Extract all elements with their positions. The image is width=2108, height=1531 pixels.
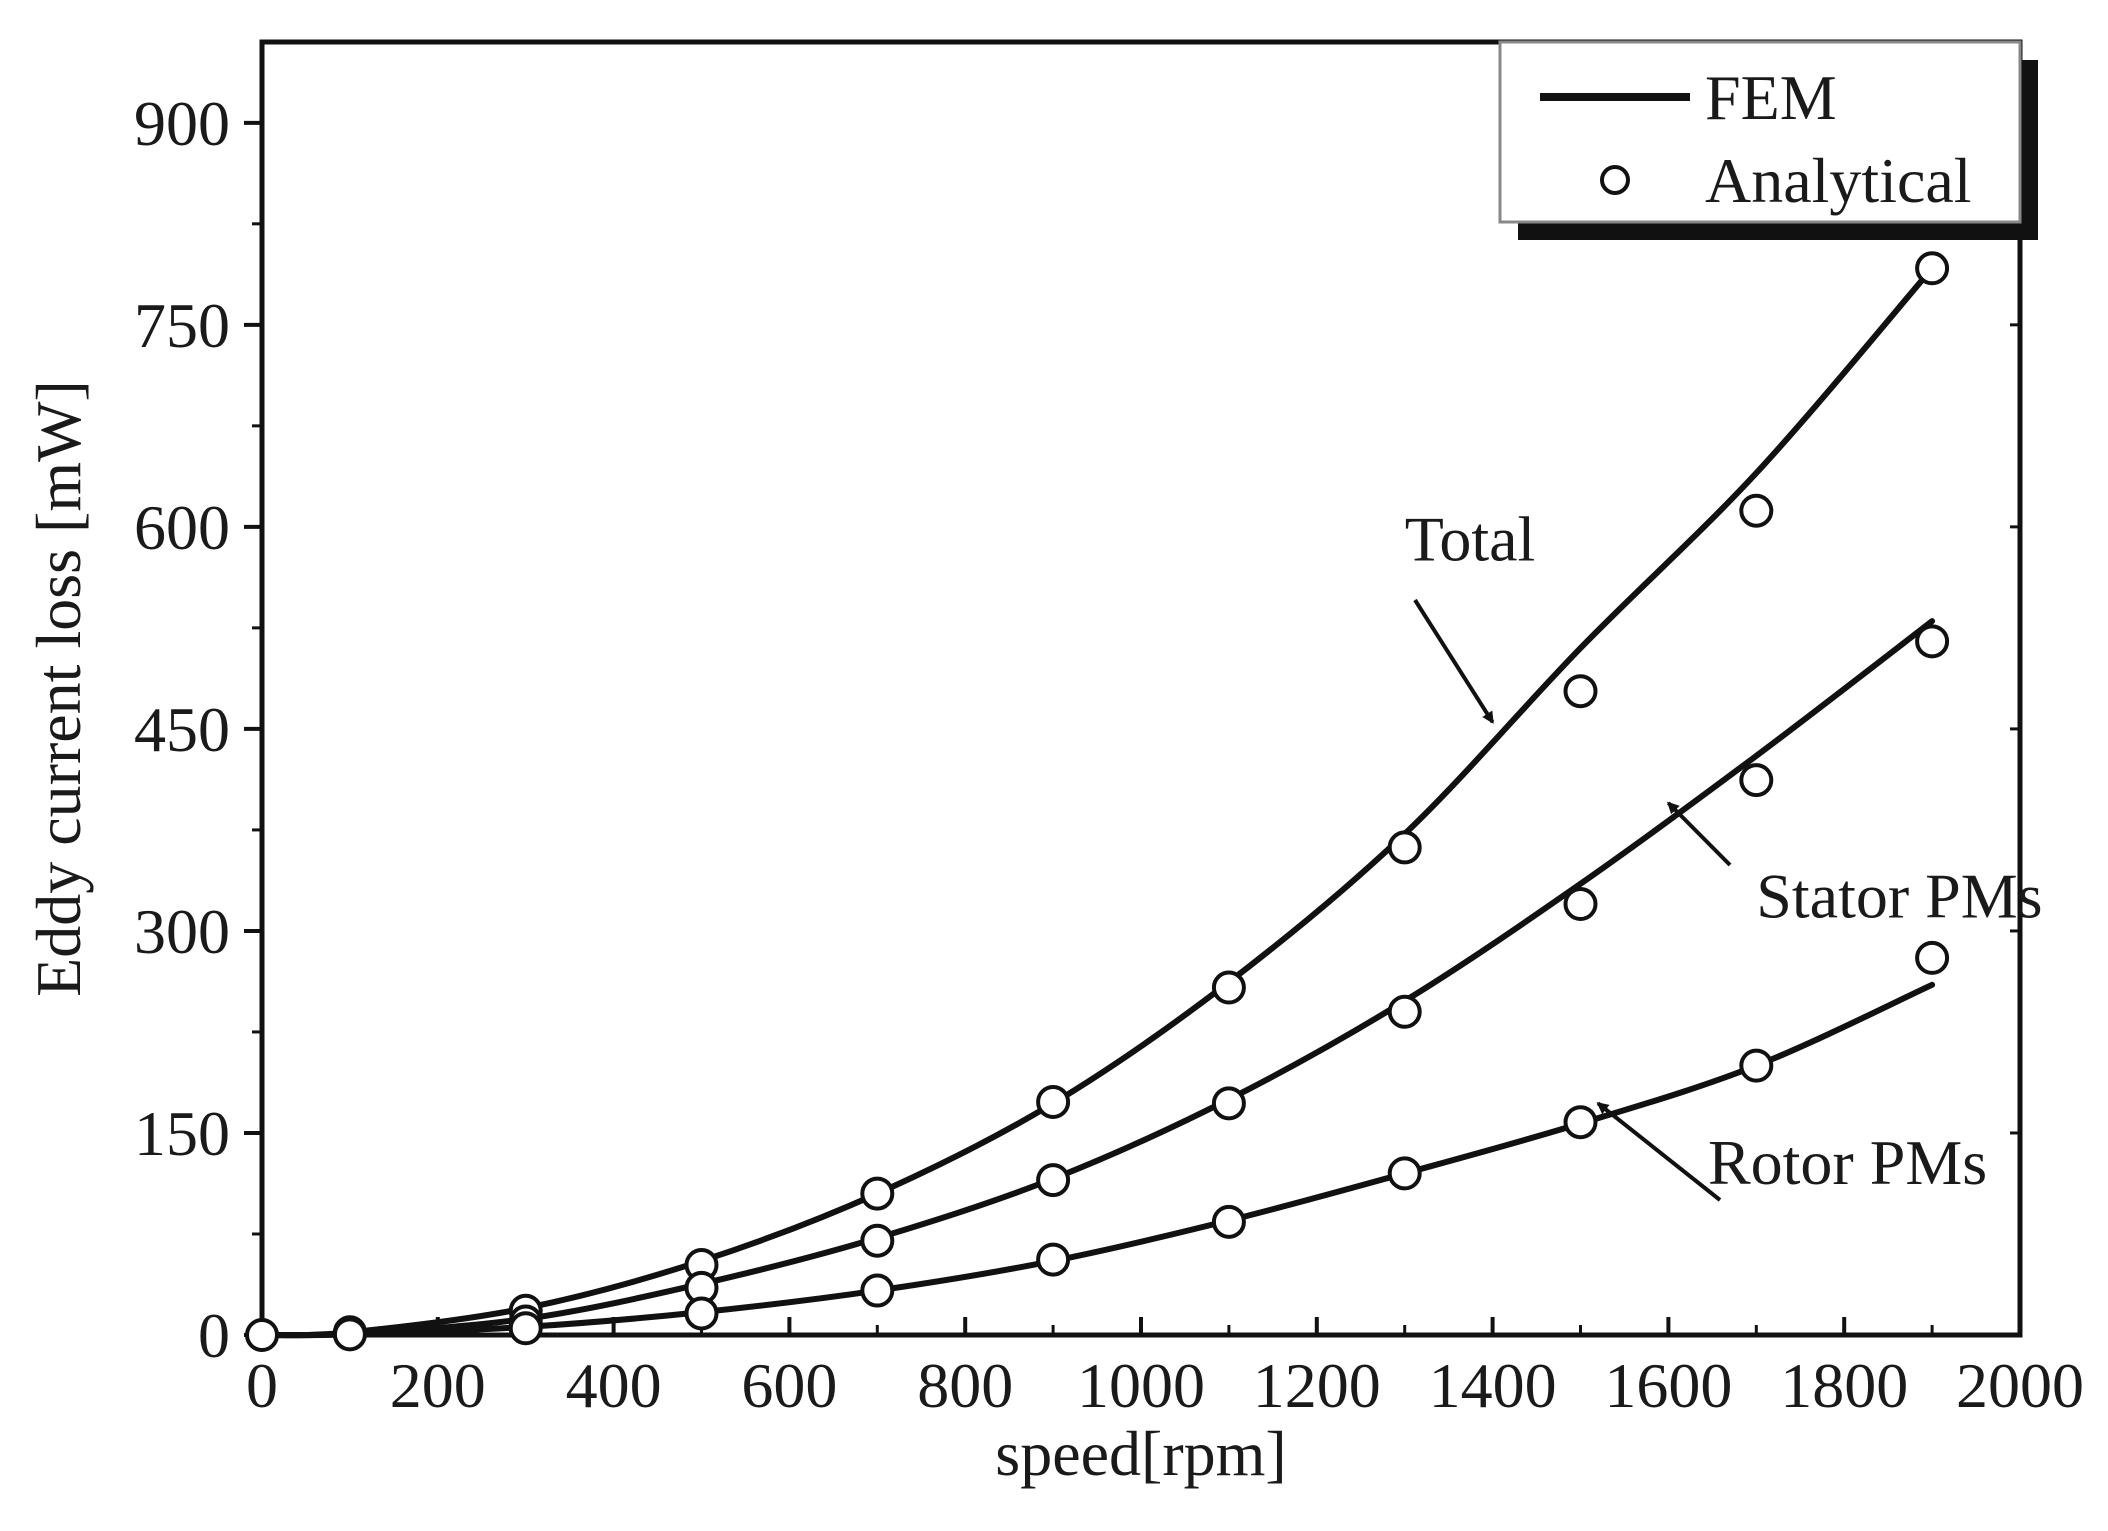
analytical-point-total <box>1563 674 1598 709</box>
analytical-point-rotor-pms <box>1211 1204 1246 1239</box>
annotation-arrow <box>1413 598 1495 724</box>
annotation-stator-pms: Stator PMs <box>1756 860 2042 931</box>
x-axis-ticks: 0 200 400 600 800 1000 1200 1400 1600 1800 2000 <box>246 1317 2084 1421</box>
legend-box <box>1498 40 2022 224</box>
fem-line-total <box>259 265 1936 1339</box>
analytical-point-rotor-pms <box>1739 1048 1774 1083</box>
analytical-point-rotor-pms <box>1036 1242 1071 1277</box>
analytical-point-rotor-pms <box>1563 1105 1598 1140</box>
x-tick-label: 1000 <box>1077 1350 1205 1421</box>
analytical-point-total <box>245 1318 279 1352</box>
analytical-point-stator-pms <box>1211 1086 1246 1121</box>
analytical-points <box>245 251 1950 1352</box>
y-tick-label: 150 <box>134 1098 230 1169</box>
legend-analytical-marker-swatch <box>1600 165 1630 195</box>
analytical-point-total <box>1387 830 1422 865</box>
analytical-point-rotor-pms <box>1387 1156 1422 1191</box>
annotation-total: Total <box>1405 504 1536 575</box>
legend-label-analytical: Analytical <box>1705 145 1972 216</box>
fem-lines <box>259 265 1936 1339</box>
analytical-point-stator-pms <box>1387 994 1422 1029</box>
annotation-rotor-pms: Rotor PMs <box>1708 1127 1987 1198</box>
analytical-point-rotor-pms <box>1915 940 1950 975</box>
y-tick-label: 900 <box>134 88 230 159</box>
analytical-point-total <box>860 1176 895 1211</box>
y-axis-ticks: 0 150 300 450 600 750 900 <box>134 88 2020 1371</box>
x-tick-label: 1600 <box>1604 1350 1732 1421</box>
x-tick-label: 1800 <box>1780 1350 1908 1421</box>
y-tick-label: 450 <box>134 694 230 765</box>
analytical-point-rotor-pms <box>332 1317 367 1352</box>
x-tick-label: 400 <box>566 1350 662 1421</box>
legend-label-fem: FEM <box>1705 62 1837 133</box>
annotation-arrow <box>1666 801 1732 867</box>
analytical-point-rotor-pms <box>684 1296 719 1331</box>
analytical-point-stator-pms <box>1036 1163 1071 1198</box>
annotation-arrow <box>1596 1101 1722 1202</box>
x-tick-label: 0 <box>246 1350 278 1421</box>
y-tick-label: 600 <box>134 492 230 563</box>
x-tick-label: 1400 <box>1429 1350 1557 1421</box>
analytical-point-rotor-pms <box>860 1273 895 1308</box>
x-tick-label: 2000 <box>1956 1350 2084 1421</box>
legend: FEM Analytical <box>1498 40 2038 240</box>
x-tick-label: 600 <box>741 1350 837 1421</box>
y-axis-title: Eddy current loss [mW] <box>23 380 94 997</box>
y-tick-label: 750 <box>134 290 230 361</box>
analytical-point-total <box>1036 1084 1071 1119</box>
analytical-point-rotor-pms <box>508 1311 543 1346</box>
analytical-point-total <box>1915 251 1950 286</box>
x-tick-label: 1200 <box>1253 1350 1381 1421</box>
x-tick-label: 200 <box>390 1350 486 1421</box>
series-annotations: Total Stator PMs Rotor PMs <box>1405 504 2043 1202</box>
fem-line-stator-pms <box>259 618 1936 1339</box>
y-tick-label: 300 <box>134 896 230 967</box>
analytical-point-total <box>1739 493 1774 528</box>
analytical-point-stator-pms <box>1739 763 1774 798</box>
analytical-point-stator-pms <box>1563 887 1598 921</box>
y-tick-label: 0 <box>198 1300 230 1371</box>
analytical-point-stator-pms <box>1915 624 1950 659</box>
x-axis-title: speed[rpm] <box>995 1418 1286 1489</box>
analytical-point-total <box>1211 970 1246 1005</box>
x-tick-label: 800 <box>917 1350 1013 1421</box>
analytical-point-stator-pms <box>860 1223 895 1258</box>
